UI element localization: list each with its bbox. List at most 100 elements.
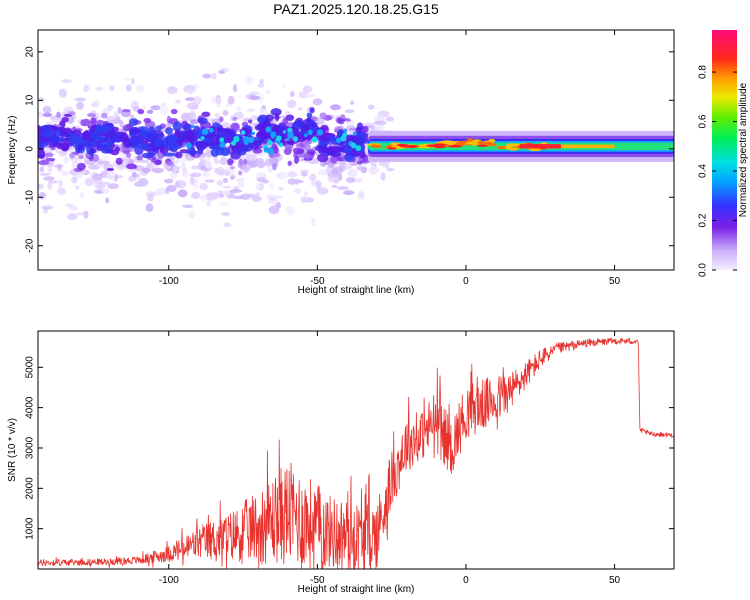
spectrogram-noise-blob	[232, 84, 238, 93]
spectrogram-noise-blob	[297, 106, 303, 111]
spectrogram-strong-blob	[102, 124, 109, 135]
spectrogram-noise-blob	[246, 108, 256, 112]
spectrogram-energy-blob	[238, 158, 243, 167]
spectrogram-noise-blob	[175, 181, 180, 188]
spectrogram-noise-blob	[245, 154, 255, 161]
spectrogram-strong-blob	[86, 145, 92, 155]
spectrogram-strong-blob	[81, 141, 93, 148]
spectrogram-strong-blob	[172, 121, 183, 131]
spectrogram-noise-blob	[38, 192, 47, 200]
spectrogram-noise-blob	[129, 114, 135, 118]
spectrogram-strong-blob	[270, 108, 282, 116]
spectrogram-peak-spot	[267, 147, 275, 155]
spectrogram-noise-blob	[251, 195, 262, 202]
spectrogram-noise-blob	[47, 181, 53, 191]
spectrogram-noise-blob	[213, 167, 221, 174]
spectrogram-energy-blob	[87, 113, 97, 118]
spectrogram-noise-blob	[367, 104, 375, 110]
colorbar-tick-label: 0.0	[698, 263, 709, 277]
spectrogram-peak-spot	[219, 141, 226, 148]
spectrogram-noise-blob	[269, 182, 274, 191]
spectrogram-energy-blob	[90, 117, 97, 126]
spectrogram-energy-blob	[319, 112, 327, 120]
spectrogram-noise-blob	[105, 115, 115, 122]
spectrogram-x-axis-label: Height of straight line (km)	[298, 285, 415, 296]
spectrogram-noise-blob	[225, 163, 230, 172]
snr-y-tick-label: 5000	[25, 356, 36, 379]
spectrogram-noise-blob	[259, 78, 264, 85]
spectrogram-strong-blob	[343, 146, 353, 154]
spectrogram-core-peak	[370, 144, 379, 148]
spectrogram-noise-blob	[215, 112, 220, 119]
colorbar: 0.0 0.2 0.4 0.6 0.8 Normalized spectral ampl…	[698, 30, 749, 277]
spectrogram-strong-blob	[93, 135, 106, 142]
spectrogram-noise-blob	[221, 189, 231, 196]
spectrogram-peak-spot	[286, 137, 290, 142]
spectrogram-energy-blob	[243, 158, 248, 165]
spectrogram-energy-blob	[92, 153, 100, 162]
spectrogram-noise-blob	[258, 93, 264, 103]
spectrogram-energy-blob	[44, 152, 54, 158]
spectrogram-noise-blob	[284, 110, 291, 116]
spectrogram-energy-blob	[106, 167, 115, 172]
spectrogram-strong-blob	[260, 136, 269, 144]
spectrogram-max-peak	[409, 145, 416, 149]
spectrogram-energy-blob	[69, 152, 75, 159]
spectrogram-energy-blob	[356, 160, 363, 165]
spectrogram-energy-blob	[56, 111, 61, 118]
spectrogram-strong-blob	[256, 117, 266, 123]
spectrogram-noise-blob	[249, 95, 261, 101]
spectrogram-energy-blob	[118, 147, 125, 153]
spectrogram-energy-blob	[46, 157, 56, 162]
spectrogram-noise-blob	[79, 192, 85, 199]
snr-x-axis-label: Height of straight line (km)	[298, 584, 415, 595]
spectrogram-noise-blob	[57, 181, 64, 187]
spectrogram-strong-blob	[314, 145, 328, 152]
spectrogram-strong-blob	[194, 129, 201, 138]
spectrogram-peak-spot	[287, 131, 294, 139]
spectrogram-noise-blob	[57, 187, 67, 195]
spectrogram-max-peak	[451, 145, 462, 148]
spectrogram-energy-blob	[150, 159, 157, 163]
spectrogram-noise-blob	[303, 191, 309, 196]
spectrogram-energy-blob	[346, 118, 351, 122]
spectrogram-y-tick-label: 20	[25, 46, 36, 58]
spectrogram-energy-blob	[227, 158, 234, 166]
spectrogram-strong-blob	[115, 146, 121, 152]
spectrogram-noise-blob	[119, 120, 124, 128]
spectrogram-noise-blob	[312, 98, 323, 106]
colorbar-tick-label: 0.2	[698, 213, 709, 227]
spectrogram-noise-blob	[91, 173, 104, 181]
spectrogram-strong-blob	[285, 114, 295, 121]
spectrogram-noise-blob	[188, 173, 197, 178]
spectrogram-noise-blob	[194, 178, 199, 184]
spectrogram-noise-blob	[188, 210, 196, 220]
spectrogram-noise-blob	[181, 170, 189, 178]
spectrogram-noise-blob	[300, 196, 309, 203]
spectrogram-strong-blob	[123, 138, 132, 148]
spectrogram-strong-blob	[128, 118, 139, 126]
spectrogram-peak-spot	[350, 142, 357, 149]
spectrogram-noise-blob	[223, 222, 232, 228]
snr-y-tick-label: 1000	[25, 517, 36, 540]
spectrogram-strong-blob	[165, 127, 173, 135]
spectrogram-max-segment	[519, 144, 562, 149]
spectrogram-noise-blob	[287, 171, 298, 178]
spectrogram-noise-blob	[380, 172, 386, 181]
spectrogram-noise-blob	[361, 122, 374, 127]
spectrogram-noise-blob	[125, 84, 132, 92]
spectrogram-noise-blob	[216, 179, 224, 186]
spectrogram-noise-blob	[386, 168, 395, 172]
spectrogram-strong-blob	[306, 112, 313, 118]
spectrogram-noise-blob	[71, 176, 78, 184]
spectrogram-energy-blob	[42, 112, 53, 118]
spectrogram-noise-blob	[373, 124, 385, 133]
spectrogram-strong-blob	[64, 142, 73, 147]
spectrogram-noise-blob	[172, 166, 179, 172]
spectrogram-strong-blob	[38, 149, 46, 159]
spectrogram-noise-blob	[347, 168, 358, 178]
spectrogram-noise-blob	[105, 197, 110, 204]
spectrogram-peak-spot	[352, 131, 357, 136]
figure-title: PAZ1.2025.120.18.25.G15	[273, 1, 439, 17]
spectrogram-peak-spot	[247, 136, 255, 144]
